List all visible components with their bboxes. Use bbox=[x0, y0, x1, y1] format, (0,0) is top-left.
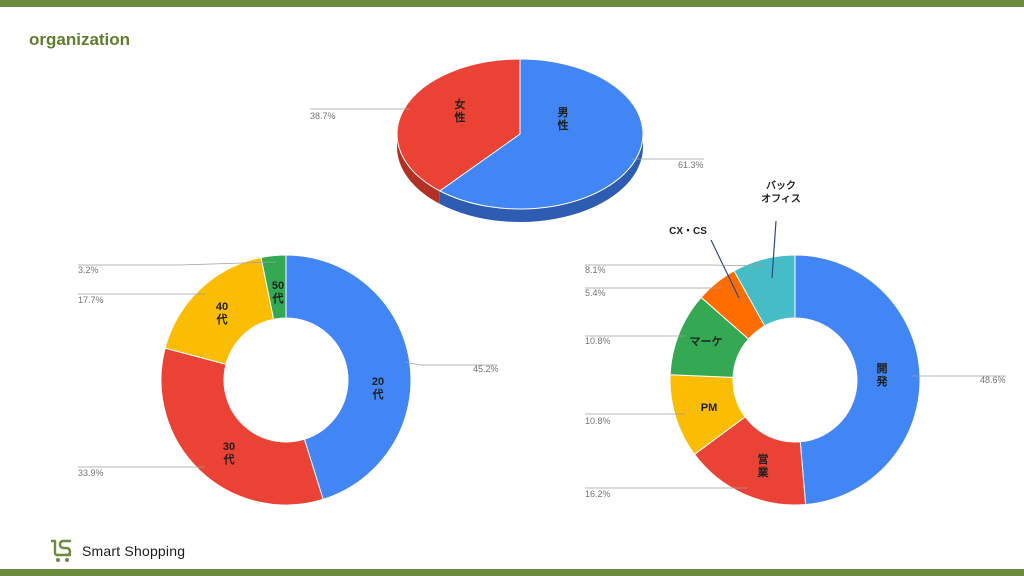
data-label: 61.3% bbox=[678, 160, 704, 170]
donut-slice bbox=[260, 254, 287, 320]
data-label: 3.2% bbox=[78, 265, 99, 275]
callout-line bbox=[771, 220, 777, 279]
slice-label: 30 代 bbox=[223, 441, 236, 466]
data-label: 10.8% bbox=[585, 336, 611, 346]
slice-label-female: 女性 bbox=[455, 97, 466, 124]
pie-3d-side bbox=[397, 134, 440, 204]
shopping-cart-icon bbox=[50, 539, 72, 562]
top-accent-band bbox=[0, 0, 1024, 7]
slice-label: マーケ bbox=[690, 335, 723, 348]
data-label: 48.6% bbox=[980, 375, 1006, 385]
slice-label: 営業 bbox=[757, 452, 770, 479]
slice-label: CX・CS bbox=[669, 226, 707, 237]
data-label: 8.1% bbox=[585, 265, 606, 275]
slice-label-male: 男性 bbox=[558, 106, 569, 132]
callout-line bbox=[710, 239, 740, 299]
brand-logo: Smart Shopping bbox=[50, 537, 185, 565]
pie-slice bbox=[396, 58, 521, 192]
donut-slice bbox=[285, 254, 412, 500]
data-label: 45.2% bbox=[473, 364, 499, 374]
data-label: 10.8% bbox=[585, 416, 611, 426]
slice-label: 20 代 bbox=[372, 376, 385, 401]
donut-slice bbox=[794, 254, 921, 506]
slice-label: 開発 bbox=[876, 362, 889, 388]
leader-line bbox=[78, 261, 277, 266]
data-label: 38.7% bbox=[310, 111, 336, 121]
donut-slice bbox=[160, 347, 324, 506]
data-label: 33.9% bbox=[78, 468, 104, 478]
leader-line bbox=[585, 264, 764, 267]
data-label: 5.4% bbox=[585, 288, 606, 298]
data-label: 16.2% bbox=[585, 489, 611, 499]
slice-label: 50 代 bbox=[272, 280, 285, 305]
pie-3d-side bbox=[439, 134, 643, 222]
slice-label: 40 代 bbox=[216, 301, 229, 326]
brand-name: Smart Shopping bbox=[82, 543, 186, 559]
leader-line bbox=[404, 361, 497, 366]
slice-label: PM bbox=[701, 402, 718, 414]
pie-slice bbox=[438, 58, 644, 210]
donut-slice bbox=[733, 254, 796, 327]
slice-label: バックオフィス bbox=[761, 180, 801, 205]
bottom-accent-band bbox=[0, 569, 1024, 576]
page-title: organization bbox=[29, 30, 131, 49]
data-label: 17.7% bbox=[78, 295, 104, 305]
